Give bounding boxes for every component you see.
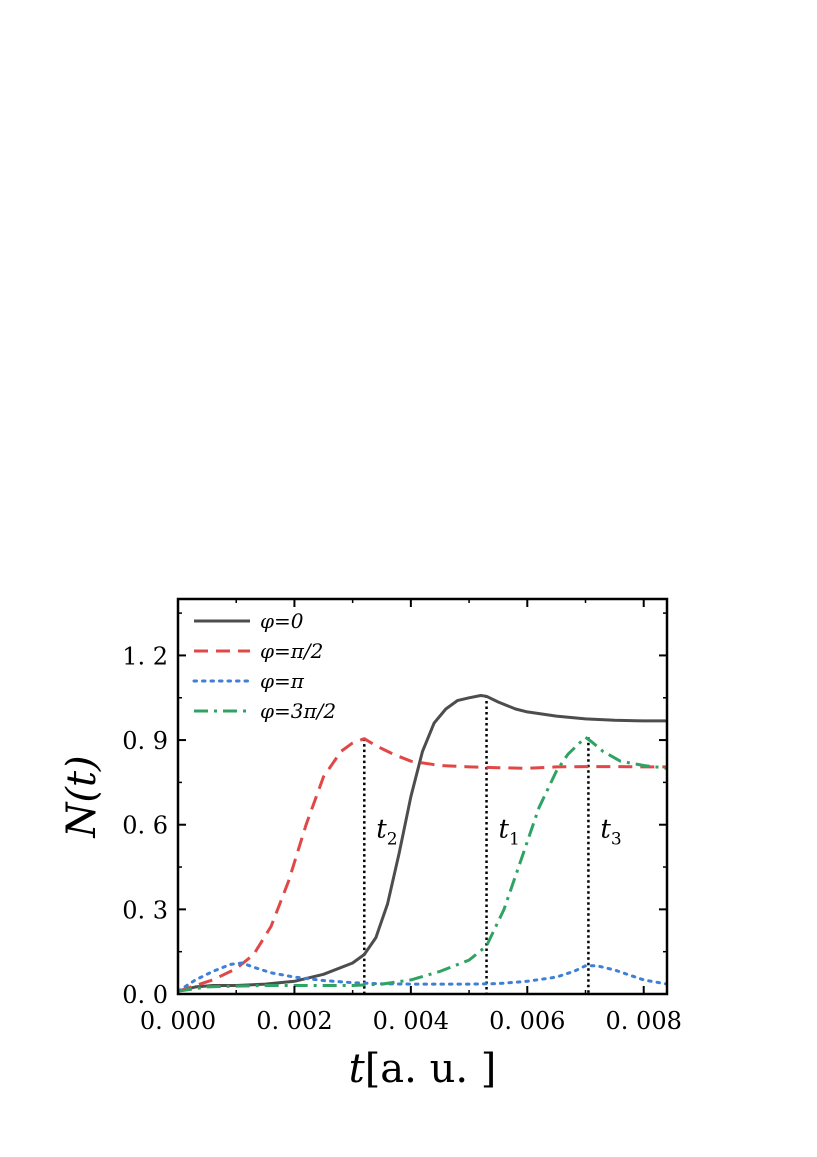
legend-label-3: φ=3π/2 [260, 699, 336, 723]
marker-lines [363, 695, 590, 994]
x-tick-label: 0. 004 [373, 1007, 449, 1035]
legend-phi: φ [260, 669, 274, 693]
marker-label-sub: 1 [509, 830, 520, 850]
marker-label-1: t1 [499, 815, 520, 850]
y-tick-label: 0. 6 [122, 812, 168, 840]
series-line-3 [178, 735, 667, 993]
x-tick-label: 0. 000 [140, 1007, 216, 1035]
series-line-2 [178, 961, 667, 993]
legend-label-1: φ=π/2 [260, 639, 323, 663]
x-axis-unit: [a. u. ] [365, 1046, 497, 1092]
marker-label-var: t [376, 815, 387, 845]
y-axis-var: N [59, 801, 105, 839]
legend-label-0: φ=0 [260, 609, 304, 633]
marker-label-var: t [499, 815, 510, 845]
legend-value: =3π/2 [274, 699, 336, 723]
series-lines [178, 694, 667, 993]
marker-label-2: t3 [600, 815, 621, 850]
y-tick-label: 1. 2 [122, 642, 168, 670]
y-tick-label: 0. 0 [122, 981, 168, 1009]
legend-phi: φ [260, 699, 274, 723]
x-axis-var: t [349, 1046, 366, 1092]
x-tick-label: 0. 006 [489, 1007, 565, 1035]
y-tick-label: 0. 9 [122, 727, 168, 755]
legend-phi: φ [260, 609, 274, 633]
legend-label-2: φ=π [260, 669, 305, 693]
marker-label-sub: 2 [387, 830, 398, 850]
x-tick-label: 0. 008 [606, 1007, 682, 1035]
legend-phi: φ [260, 639, 274, 663]
marker-label-var: t [600, 815, 611, 845]
legend-value: =0 [274, 609, 304, 633]
legend-value: =π [274, 669, 305, 693]
legend: φ=0φ=π/2φ=πφ=3π/2 [192, 609, 336, 723]
y-axis-arg: (t) [59, 755, 105, 802]
series-line-1 [178, 737, 667, 993]
plot-frame [176, 597, 669, 996]
marker-label-0: t2 [376, 815, 397, 850]
y-axis-label: N(t) [59, 755, 105, 838]
marker-labels: t2 t1 t3 [376, 815, 621, 850]
axis-ticks: 0. 000 0. 002 0. 004 0. 006 0. 008 0. 0 0. 3 0.… [122, 599, 682, 1035]
legend-value: =π/2 [274, 639, 323, 663]
series-line-0 [178, 694, 667, 993]
marker-label-sub: 3 [611, 830, 622, 850]
x-tick-label: 0. 002 [256, 1007, 332, 1035]
y-tick-label: 0. 3 [122, 896, 168, 924]
x-axis-label: t[a. u. ] [349, 1046, 497, 1092]
